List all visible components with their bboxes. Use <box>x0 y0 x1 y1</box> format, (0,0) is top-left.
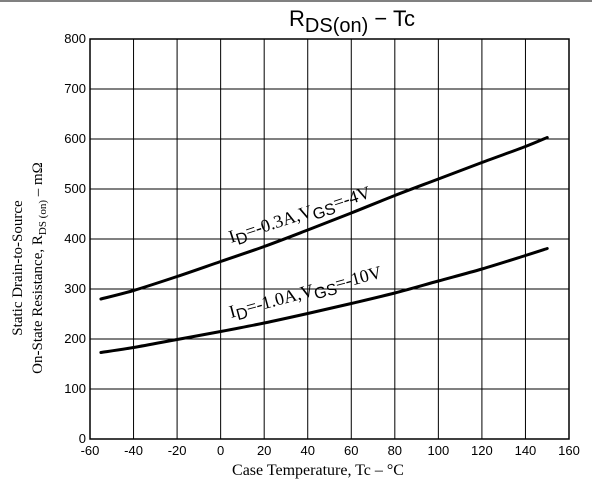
series-lines <box>101 138 547 353</box>
x-tick-label: 20 <box>257 443 271 458</box>
x-tick-labels: -60 -40 -20 0 20 40 60 80 100 120 140 160 <box>81 443 580 458</box>
series-2-label: ID=-1.0A,VGS=-10V <box>227 262 385 326</box>
y-tick-label: 600 <box>64 131 86 146</box>
title-sub: DS(on) <box>305 15 368 37</box>
y-tick-label: 700 <box>64 81 86 96</box>
s1-p2: =-0.3A,V <box>243 201 315 241</box>
x-tick-label: 100 <box>428 443 450 458</box>
grid <box>90 39 569 439</box>
title-rest: Tc <box>393 6 415 31</box>
y-tick-label: 200 <box>64 331 86 346</box>
y-label-post: – mΩ <box>30 162 46 200</box>
x-tick-label: 60 <box>344 443 358 458</box>
y-tick-label: 400 <box>64 231 86 246</box>
x-tick-label: -20 <box>168 443 187 458</box>
y-axis-label: Static Drain-to-Source On-State Resistan… <box>10 162 49 374</box>
y-tick-labels: 0 100 200 300 400 500 600 700 800 <box>64 31 86 446</box>
x-tick-label: 0 <box>217 443 224 458</box>
x-tick-label: 80 <box>388 443 402 458</box>
x-axis-label: Case Temperature, Tc – °C <box>232 462 404 479</box>
s2-p2: =-1.0A,V <box>244 280 316 317</box>
y-label-sub: DS (on) <box>37 200 49 235</box>
y-axis-label-line1: Static Drain-to-Source <box>10 200 26 336</box>
x-tick-label: 160 <box>558 443 580 458</box>
y-tick-label: 500 <box>64 181 86 196</box>
x-tick-label: 120 <box>471 443 493 458</box>
title-dash: − <box>374 6 387 31</box>
x-tick-label: 140 <box>515 443 537 458</box>
series-1-label: ID=-0.3A,VGS=-4V <box>226 182 374 251</box>
x-tick-label: 40 <box>300 443 314 458</box>
y-tick-label: 0 <box>79 431 86 446</box>
y-axis-label-line2: On-State Resistance, RDS (on) – mΩ <box>30 162 49 374</box>
title-main: R <box>289 6 305 31</box>
x-tick-label: -40 <box>124 443 143 458</box>
y-tick-label: 800 <box>64 31 86 46</box>
y-label-pre: On-State Resistance, R <box>30 235 46 374</box>
y-tick-label: 100 <box>64 381 86 396</box>
chart-title: RDS(on) − Tc <box>289 6 415 37</box>
y-tick-label: 300 <box>64 281 86 296</box>
